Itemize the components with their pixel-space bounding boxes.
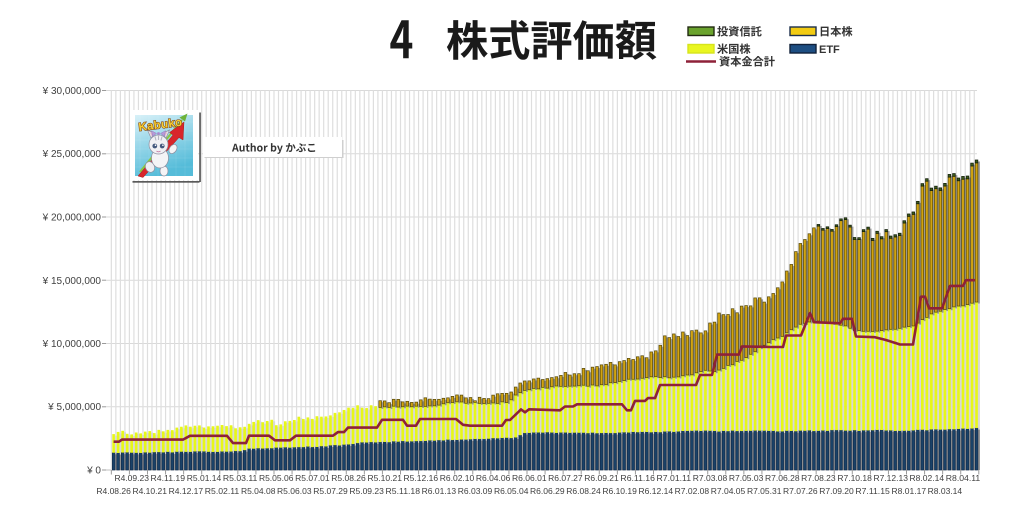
svg-text:¥ 10,000,000: ¥ 10,000,000	[42, 339, 102, 350]
svg-text:R4.09.23: R4.09.23	[114, 473, 149, 483]
svg-text:R7.05.03: R7.05.03	[729, 473, 764, 483]
svg-text:R6.01.13: R6.01.13	[422, 486, 457, 496]
svg-text:R6.06.01: R6.06.01	[512, 473, 547, 483]
svg-text:R7.12.13: R7.12.13	[873, 473, 908, 483]
svg-text:¥ 0: ¥ 0	[86, 466, 101, 477]
svg-text:R8.02.14: R8.02.14	[910, 473, 945, 483]
svg-text:R7.08.23: R7.08.23	[801, 473, 836, 483]
svg-text:¥ 25,000,000: ¥ 25,000,000	[42, 149, 102, 160]
svg-text:R5.04.08: R5.04.08	[241, 486, 276, 496]
svg-text:R5.08.26: R5.08.26	[331, 473, 366, 483]
svg-text:R6.04.06: R6.04.06	[476, 473, 511, 483]
svg-text:R7.03.08: R7.03.08	[693, 473, 728, 483]
svg-text:R5.09.23: R5.09.23	[349, 486, 384, 496]
svg-text:R5.07.29: R5.07.29	[313, 486, 348, 496]
svg-text:R6.08.24: R6.08.24	[566, 486, 601, 496]
svg-text:R4.10.21: R4.10.21	[132, 486, 167, 496]
svg-text:R6.02.10: R6.02.10	[440, 473, 475, 483]
svg-text:¥ 20,000,000: ¥ 20,000,000	[42, 213, 102, 224]
svg-text:R5.11.18: R5.11.18	[386, 486, 421, 496]
svg-text:R6.09.21: R6.09.21	[584, 473, 619, 483]
svg-text:R8.03.14: R8.03.14	[928, 486, 963, 496]
svg-text:R5.06.03: R5.06.03	[277, 486, 312, 496]
svg-text:R7.04.05: R7.04.05	[711, 486, 746, 496]
svg-text:R4.11.19: R4.11.19	[151, 473, 186, 483]
svg-text:R7.10.18: R7.10.18	[837, 473, 872, 483]
svg-text:R5.03.11: R5.03.11	[223, 473, 258, 483]
svg-text:R7.05.31: R7.05.31	[747, 486, 782, 496]
svg-text:¥ 30,000,000: ¥ 30,000,000	[42, 86, 102, 97]
svg-text:R7.01.11: R7.01.11	[657, 473, 692, 483]
svg-text:R6.12.14: R6.12.14	[639, 486, 674, 496]
svg-text:R5.02.11: R5.02.11	[205, 486, 240, 496]
svg-text:¥ 5,000,000: ¥ 5,000,000	[47, 402, 101, 413]
svg-text:R6.10.19: R6.10.19	[602, 486, 637, 496]
svg-text:R6.07.27: R6.07.27	[548, 473, 583, 483]
svg-text:R5.05.06: R5.05.06	[259, 473, 294, 483]
svg-text:R8.01.17: R8.01.17	[892, 486, 927, 496]
svg-text:R6.06.29: R6.06.29	[530, 486, 565, 496]
svg-text:R6.03.09: R6.03.09	[458, 486, 493, 496]
svg-text:R4.12.17: R4.12.17	[169, 486, 204, 496]
svg-text:Kabuko: Kabuko	[138, 117, 183, 134]
svg-text:R4.08.26: R4.08.26	[96, 486, 131, 496]
svg-text:¥ 15,000,000: ¥ 15,000,000	[42, 276, 102, 287]
svg-text:R5.10.21: R5.10.21	[367, 473, 402, 483]
svg-text:R5.01.14: R5.01.14	[187, 473, 222, 483]
svg-text:R5.07.01: R5.07.01	[295, 473, 330, 483]
svg-text:ETF: ETF	[819, 44, 840, 56]
svg-text:R8.04.11: R8.04.11	[946, 473, 981, 483]
svg-text:R6.11.16: R6.11.16	[620, 473, 655, 483]
svg-text:R5.12.16: R5.12.16	[404, 473, 439, 483]
svg-text:R6.05.04: R6.05.04	[494, 486, 529, 496]
svg-text:R7.09.20: R7.09.20	[819, 486, 854, 496]
svg-text:R7.07.26: R7.07.26	[783, 486, 818, 496]
svg-text:R7.11.15: R7.11.15	[855, 486, 890, 496]
svg-text:R7.02.08: R7.02.08	[675, 486, 710, 496]
svg-text:R7.06.28: R7.06.28	[765, 473, 800, 483]
